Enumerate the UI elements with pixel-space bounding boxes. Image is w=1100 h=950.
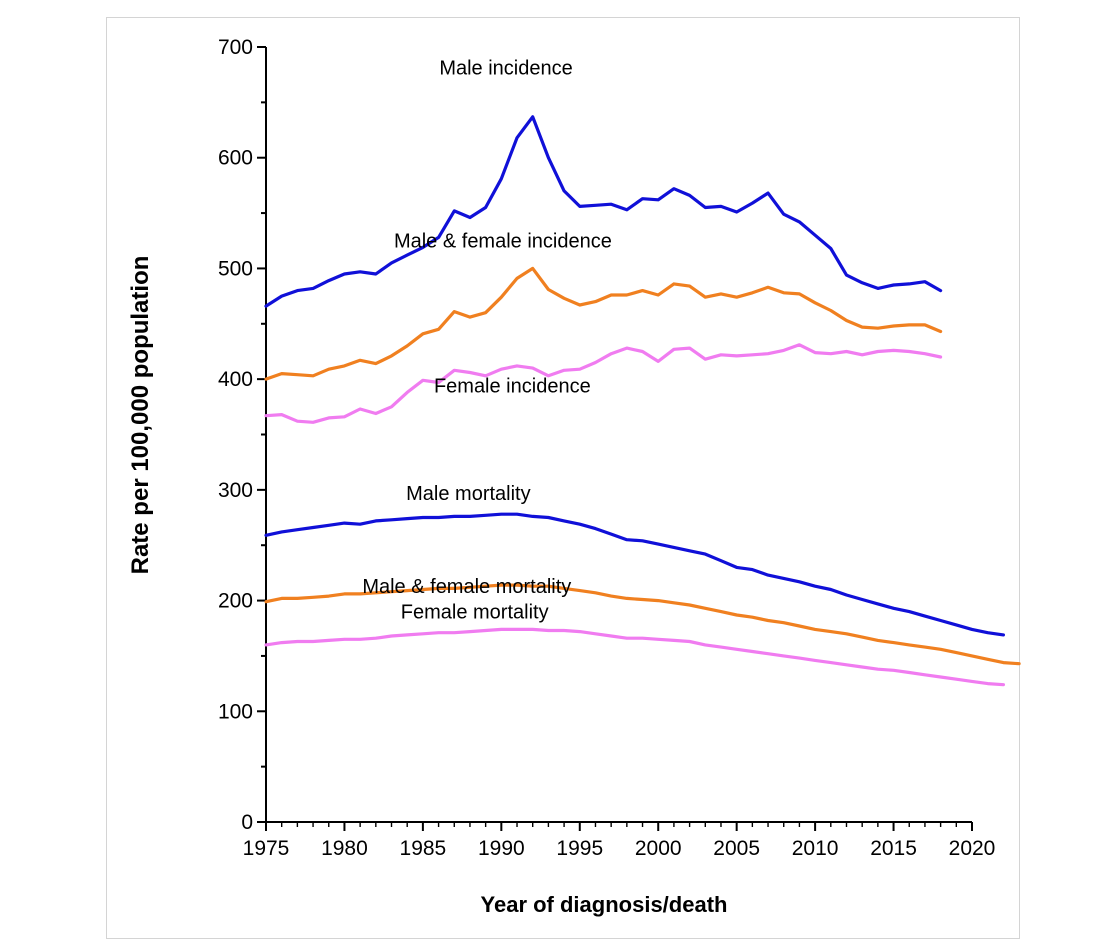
series-line-male-mortality	[264, 512, 1006, 637]
y-tick-label: 700	[218, 36, 253, 59]
y-tick-label: 500	[218, 257, 253, 280]
series-label: Male mortality	[406, 483, 530, 505]
series-label: Female mortality	[401, 601, 549, 623]
series-label: Male & female incidence	[394, 230, 612, 252]
x-tick-label: 2010	[792, 837, 839, 860]
series-line-male-female-incidence	[264, 266, 943, 381]
y-tick-label: 0	[241, 811, 253, 834]
y-ticks: 0 100 200 300 400 500 600 700	[218, 36, 266, 834]
series-labels: Male incidence Male & female incidence Fem…	[362, 58, 612, 624]
x-axis-title: Year of diagnosis/death	[481, 892, 728, 917]
series-line-male-incidence	[264, 115, 943, 308]
y-tick-label: 100	[218, 700, 253, 723]
x-tick-label: 1985	[400, 837, 447, 860]
x-tick-label: 1995	[556, 837, 603, 860]
y-tick-label: 400	[218, 368, 253, 391]
axes	[265, 47, 972, 823]
y-tick-label: 300	[218, 479, 253, 502]
y-tick-label: 200	[218, 590, 253, 613]
x-tick-label: 2000	[635, 837, 682, 860]
series-line-female-mortality	[264, 627, 1006, 687]
y-tick-label: 600	[218, 147, 253, 170]
series-label: Male incidence	[439, 58, 572, 80]
series-lines	[264, 115, 1021, 687]
x-tick-label: 1975	[243, 837, 290, 860]
y-axis-title: Rate per 100,000 population	[127, 256, 154, 575]
chart-frame	[106, 17, 1020, 939]
x-tick-label: 2020	[949, 837, 996, 860]
series-label: Female incidence	[434, 375, 591, 397]
x-tick-label: 2005	[713, 837, 760, 860]
series-label: Male & female mortality	[362, 576, 571, 598]
series-line-male-female-mortality	[264, 583, 1021, 666]
x-tick-label: 2015	[870, 837, 917, 860]
x-tick-label: 1990	[478, 837, 525, 860]
x-ticks: 1975 1980 1985 1990 1995 2000 2005 2010 2015 2020	[243, 822, 996, 860]
series-line-female-incidence	[264, 343, 943, 424]
x-tick-label: 1980	[321, 837, 368, 860]
